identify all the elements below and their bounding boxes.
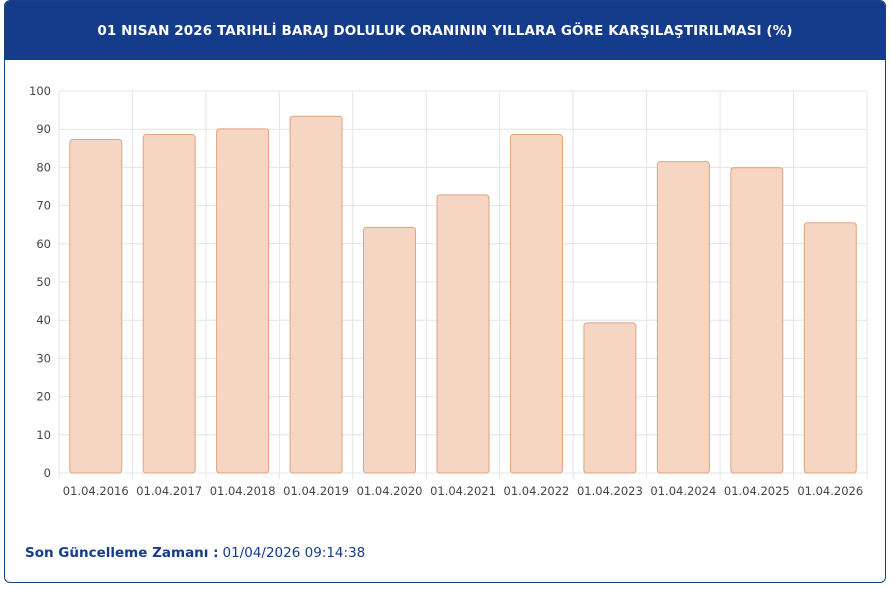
bar-layer (69, 115, 857, 474)
bar[interactable] (656, 161, 710, 474)
last-updated: Son Güncelleme Zamanı :01/04/2026 09:14:… (25, 545, 365, 561)
y-tick-label: 90 (36, 122, 51, 136)
last-updated-label: Son Güncelleme Zamanı : (25, 545, 219, 561)
chart-card: 01 NISAN 2026 TARIHLİ BARAJ DOLULUK ORAN… (4, 0, 886, 583)
last-updated-value: 01/04/2026 09:14:38 (222, 545, 366, 561)
x-tick-label: 01.04.2021 (430, 484, 496, 498)
y-tick-label: 40 (36, 313, 51, 327)
chart-header: 01 NISAN 2026 TARIHLİ BARAJ DOLULUK ORAN… (5, 1, 885, 60)
y-tick-label: 10 (36, 428, 51, 442)
x-tick-label: 01.04.2018 (210, 484, 276, 498)
y-tick-label: 30 (36, 351, 51, 365)
x-tick-label: 01.04.2023 (577, 484, 643, 498)
bar[interactable] (289, 115, 343, 474)
x-tick-label: 01.04.2024 (650, 484, 716, 498)
y-tick-label: 0 (44, 466, 51, 480)
bar[interactable] (436, 194, 490, 474)
bar[interactable] (142, 134, 196, 474)
x-tick-label: 01.04.2017 (136, 484, 202, 498)
x-tick-label: 01.04.2020 (357, 484, 423, 498)
bar[interactable] (583, 322, 637, 474)
y-tick-label: 70 (36, 199, 51, 213)
x-tick-label: 01.04.2016 (63, 484, 129, 498)
y-tick-label: 60 (36, 237, 51, 251)
bar[interactable] (730, 167, 784, 474)
x-tick-label: 01.04.2019 (283, 484, 349, 498)
bar[interactable] (803, 222, 857, 474)
y-tick-label: 50 (36, 275, 51, 289)
x-tick-label: 01.04.2022 (504, 484, 570, 498)
bar[interactable] (216, 128, 270, 474)
bar[interactable] (509, 134, 563, 474)
chart-title: 01 NISAN 2026 TARIHLİ BARAJ DOLULUK ORAN… (97, 22, 793, 39)
y-axis: 0 10 20 30 40 50 60 70 80 90 100 (29, 84, 51, 480)
x-axis: 01.04.2016 01.04.2017 01.04.2018 01.04.2019… (63, 484, 863, 498)
bar[interactable] (69, 139, 123, 474)
y-tick-label: 80 (36, 160, 51, 174)
x-tick-label: 01.04.2026 (797, 484, 863, 498)
y-tick-label: 100 (29, 84, 51, 98)
y-tick-label: 20 (36, 390, 51, 404)
x-tick-label: 01.04.2025 (724, 484, 790, 498)
bar[interactable] (363, 226, 417, 474)
